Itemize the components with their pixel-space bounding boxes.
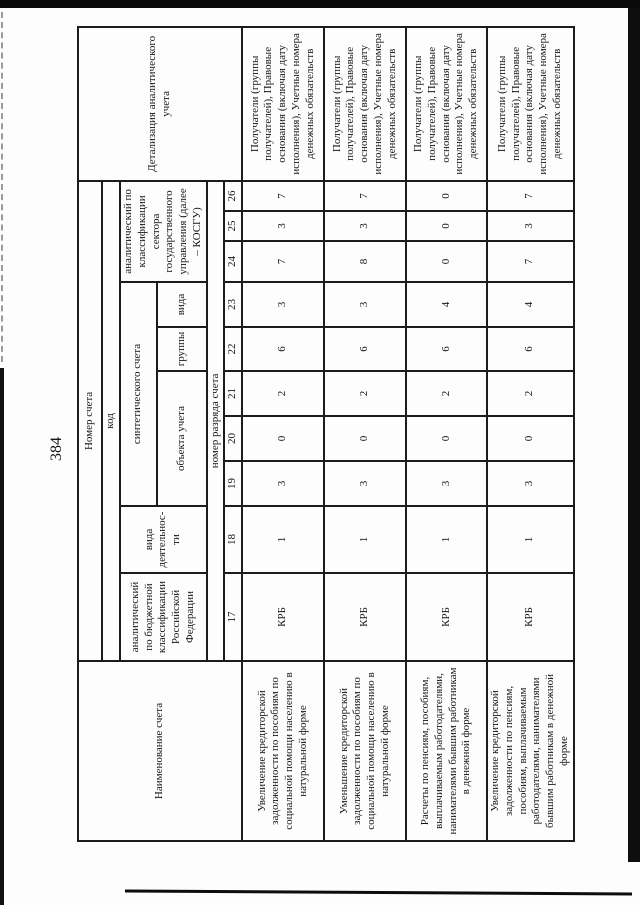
cell-25: 0 xyxy=(406,211,487,241)
cell-25: 3 xyxy=(324,211,406,241)
header-synthetic-account: синтетического счета xyxy=(120,282,157,506)
header-row-1: Наименование счета Номер счета Детализац… xyxy=(78,26,242,841)
cell-24: 7 xyxy=(242,241,324,282)
cell-23: 4 xyxy=(487,282,574,327)
cell-24: 8 xyxy=(324,241,406,282)
row-detail-cell: Получатели (группы получателей), Правовы… xyxy=(324,26,406,181)
digit-label-22: 22 xyxy=(224,327,242,371)
cell-20: 0 xyxy=(406,416,487,461)
scan-edge-top xyxy=(0,0,640,8)
cell-17: КРБ xyxy=(406,573,487,661)
row-name-cell: Расчеты по пенсиям, пособиям, выплачивае… xyxy=(406,661,487,841)
table-row: Увеличение кредиторской задолженности по… xyxy=(242,26,324,841)
cell-21: 2 xyxy=(324,371,406,416)
row-detail-cell: Получатели (группы получателей), Правовы… xyxy=(487,26,574,181)
digit-label-25: 25 xyxy=(224,211,242,241)
cell-22: 6 xyxy=(324,327,406,371)
header-budget-classification: аналитический по бюджетной классификации… xyxy=(120,573,207,661)
header-group: груп­пы xyxy=(156,327,207,371)
cell-18: 1 xyxy=(406,506,487,573)
rotated-table-container: Наименование счета Номер счета Детализац… xyxy=(77,26,574,842)
cell-20: 0 xyxy=(324,416,406,461)
cell-21: 2 xyxy=(406,371,487,416)
table-row: Расчеты по пенсиям, пособиям, выплачивае… xyxy=(406,26,487,841)
header-account-number: Номер счета xyxy=(78,180,102,661)
cell-18: 1 xyxy=(324,506,406,573)
cell-25: 3 xyxy=(242,211,324,241)
header-accounting-object: объекта учета xyxy=(156,371,207,506)
cell-22: 6 xyxy=(406,327,487,371)
cell-19: 3 xyxy=(406,461,487,506)
page-number: 384 xyxy=(48,437,65,461)
cell-22: 6 xyxy=(242,327,324,371)
cell-17: КРБ xyxy=(324,573,406,661)
digit-label-24: 24 xyxy=(224,241,242,282)
row-name-cell: Уменьшение кредиторской задолженности по… xyxy=(324,661,406,841)
cell-18: 1 xyxy=(487,506,574,573)
scan-edge-bottom xyxy=(124,889,633,896)
cell-24: 7 xyxy=(487,241,574,282)
cell-21: 2 xyxy=(487,371,574,416)
header-activity-type: вида деятельнос­ти xyxy=(120,506,207,573)
digit-label-17: 17 xyxy=(224,573,242,661)
header-kind: вида xyxy=(156,282,207,327)
table-row: Увеличение кредиторской задолженности по… xyxy=(487,26,574,841)
cell-17: КРБ xyxy=(487,573,574,661)
cell-23: 3 xyxy=(242,282,324,327)
scan-edge-left-dashed xyxy=(1,12,3,362)
cell-19: 3 xyxy=(487,461,574,506)
cell-20: 0 xyxy=(242,416,324,461)
scan-edge-right xyxy=(628,8,640,862)
digit-label-23: 23 xyxy=(224,282,242,327)
accounts-table: Наименование счета Номер счета Детализац… xyxy=(77,26,575,842)
header-digit-caption: номер разряда счета xyxy=(206,180,225,661)
row-name-cell: Увеличение кредиторской задолженности по… xyxy=(487,661,574,841)
header-code: код xyxy=(102,180,120,661)
cell-20: 0 xyxy=(487,416,574,461)
header-account-name: Наименование счета xyxy=(78,661,242,841)
digit-label-26: 26 xyxy=(224,180,242,211)
accounts-table-landscape: Наименование счета Номер счета Детализац… xyxy=(77,26,574,842)
cell-21: 2 xyxy=(242,371,324,416)
digit-label-19: 19 xyxy=(224,461,242,506)
cell-18: 1 xyxy=(242,506,324,573)
table-row: Уменьшение кредиторской задолженности по… xyxy=(324,26,406,841)
cell-26: 7 xyxy=(324,180,406,211)
row-name-cell: Увеличение кредиторской задолженности по… xyxy=(242,661,324,841)
cell-23: 4 xyxy=(406,282,487,327)
cell-24: 0 xyxy=(406,241,487,282)
cell-26: 7 xyxy=(487,180,574,211)
cell-26: 7 xyxy=(242,180,324,211)
digit-label-20: 20 xyxy=(224,416,242,461)
cell-22: 6 xyxy=(487,327,574,371)
row-detail-cell: Получатели (группы получателей), Правовы… xyxy=(406,26,487,181)
header-kosgu: аналитический по классификации сектора г… xyxy=(120,180,207,282)
scan-edge-left xyxy=(0,368,4,905)
cell-19: 3 xyxy=(324,461,406,506)
row-detail-cell: Получатели (группы получателей), Правовы… xyxy=(242,26,324,181)
cell-19: 3 xyxy=(242,461,324,506)
header-detail: Детализация аналитического учета xyxy=(78,26,242,181)
digit-label-18: 18 xyxy=(224,506,242,573)
digit-label-21: 21 xyxy=(224,371,242,416)
cell-25: 3 xyxy=(487,211,574,241)
cell-26: 0 xyxy=(406,180,487,211)
cell-17: КРБ xyxy=(242,573,324,661)
cell-23: 3 xyxy=(324,282,406,327)
